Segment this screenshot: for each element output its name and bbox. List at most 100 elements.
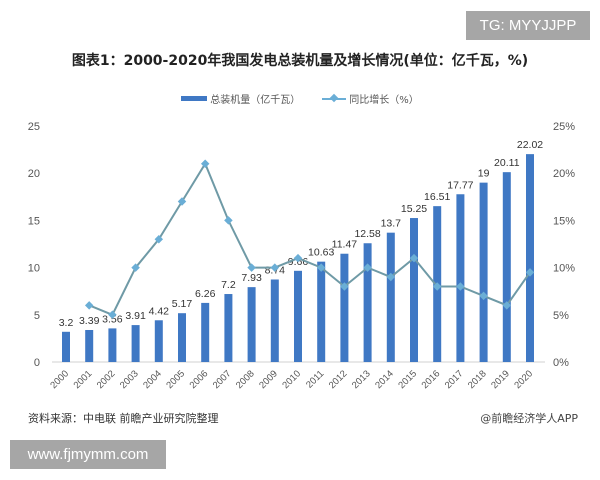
growth-marker bbox=[432, 282, 442, 291]
x-tick-label: 2003 bbox=[118, 368, 141, 391]
x-tick-label: 2020 bbox=[512, 368, 535, 391]
growth-marker bbox=[386, 272, 396, 282]
bar bbox=[270, 279, 279, 362]
bar bbox=[456, 194, 465, 362]
x-tick-label: 2008 bbox=[234, 368, 257, 391]
bar-data-label: 5.17 bbox=[172, 298, 193, 310]
x-tick-label: 2014 bbox=[373, 368, 396, 391]
growth-marker bbox=[131, 263, 140, 272]
right-tick-label: 25% bbox=[553, 121, 575, 133]
growth-marker bbox=[409, 253, 419, 263]
bar-data-label: 20.11 bbox=[494, 157, 520, 169]
bar-data-label: 11.47 bbox=[332, 239, 358, 251]
bar bbox=[247, 287, 256, 362]
x-tick-label: 2004 bbox=[141, 368, 164, 391]
bar-data-label: 3.39 bbox=[79, 315, 100, 327]
left-tick-label: 20 bbox=[28, 168, 40, 180]
bar-data-label: 12.58 bbox=[354, 228, 380, 240]
bar-data-label: 3.91 bbox=[125, 310, 146, 322]
x-tick-label: 2005 bbox=[164, 368, 187, 391]
right-tick-label: 15% bbox=[553, 215, 575, 227]
bar bbox=[224, 294, 233, 362]
growth-marker bbox=[224, 216, 233, 225]
x-tick-label: 2015 bbox=[396, 368, 419, 391]
x-tick-label: 2002 bbox=[95, 368, 118, 391]
bar bbox=[363, 243, 372, 362]
bar-data-label: 19 bbox=[478, 168, 490, 180]
right-tick-label: 10% bbox=[553, 263, 575, 275]
growth-marker bbox=[270, 263, 280, 272]
growth-marker bbox=[200, 159, 210, 169]
growth-marker bbox=[84, 301, 94, 310]
growth-marker bbox=[247, 263, 256, 272]
left-tick-label: 15 bbox=[28, 215, 40, 227]
x-tick-label: 2001 bbox=[72, 368, 95, 391]
bar bbox=[340, 253, 349, 362]
x-tick-label: 2000 bbox=[48, 368, 71, 391]
bar bbox=[201, 302, 210, 362]
growth-marker bbox=[340, 282, 349, 291]
bar bbox=[154, 320, 163, 362]
source-note: 资料来源：中电联 前瞻产业研究院整理 bbox=[28, 412, 219, 425]
bar-data-label: 17.77 bbox=[447, 179, 473, 191]
growth-marker bbox=[177, 197, 187, 206]
bar bbox=[410, 218, 418, 362]
bar-data-label: 4.42 bbox=[149, 305, 170, 317]
watermark-tg: TG: MYYJJPP bbox=[466, 11, 590, 40]
x-tick-label: 2019 bbox=[489, 368, 512, 391]
x-tick-label: 2007 bbox=[211, 368, 234, 391]
bar-data-label: 7.2 bbox=[221, 279, 236, 291]
bar-data-label: 13.7 bbox=[381, 218, 402, 230]
x-tick-label: 2013 bbox=[350, 368, 373, 391]
bar-data-label: 10.63 bbox=[308, 247, 334, 259]
bar bbox=[62, 331, 70, 362]
x-tick-label: 2018 bbox=[466, 368, 489, 391]
growth-marker bbox=[154, 235, 164, 244]
watermark-site: www.fjmymm.com bbox=[10, 440, 166, 469]
bar bbox=[479, 182, 488, 362]
bar bbox=[317, 261, 326, 362]
x-tick-label: 2006 bbox=[188, 368, 211, 391]
left-tick-label: 25 bbox=[28, 121, 40, 133]
bar-data-label: 16.51 bbox=[424, 191, 450, 203]
left-tick-label: 10 bbox=[28, 263, 40, 275]
left-tick-label: 5 bbox=[34, 310, 40, 322]
bar-data-label: 15.25 bbox=[401, 203, 427, 215]
bar bbox=[108, 328, 117, 362]
legend-line-label: 同比增长（%） bbox=[349, 95, 419, 106]
bar-data-label: 22.02 bbox=[517, 139, 543, 151]
legend: 总装机量（亿千瓦） 同比增长（%） bbox=[0, 91, 600, 106]
growth-marker bbox=[456, 282, 465, 291]
x-tick-label: 2017 bbox=[443, 368, 466, 391]
bar-data-label: 3.2 bbox=[59, 317, 74, 329]
right-tick-label: 20% bbox=[553, 168, 575, 180]
growth-marker bbox=[293, 253, 303, 263]
chart-title: 图表1：2000-2020年我国发电总装机量及增长情况(单位：亿千瓦，%) bbox=[71, 53, 529, 69]
x-tick-label: 2009 bbox=[257, 368, 280, 391]
growth-marker bbox=[316, 263, 326, 272]
bar bbox=[386, 232, 395, 362]
right-tick-label: 0% bbox=[553, 357, 569, 369]
bar bbox=[178, 313, 186, 362]
bar bbox=[294, 270, 302, 362]
credit-note: @前瞻经济学人APP bbox=[480, 412, 578, 425]
x-tick-label: 2012 bbox=[327, 368, 350, 391]
bar-data-label: 6.26 bbox=[195, 288, 216, 300]
legend-bar-label: 总装机量（亿千瓦） bbox=[210, 95, 301, 106]
growth-marker bbox=[479, 291, 488, 301]
legend-line-swatch bbox=[322, 97, 347, 100]
bar-data-label: 7.93 bbox=[241, 272, 262, 284]
bar bbox=[526, 154, 534, 362]
legend-bar-swatch bbox=[181, 96, 208, 101]
growth-marker bbox=[108, 310, 117, 320]
x-tick-label: 2010 bbox=[280, 368, 303, 391]
bar bbox=[85, 329, 94, 362]
bar bbox=[502, 172, 511, 362]
growth-marker bbox=[363, 263, 372, 272]
bar-data-label: 3.56 bbox=[102, 313, 123, 325]
bar bbox=[131, 325, 140, 362]
x-tick-label: 2016 bbox=[420, 368, 443, 391]
right-tick-label: 5% bbox=[553, 310, 569, 322]
